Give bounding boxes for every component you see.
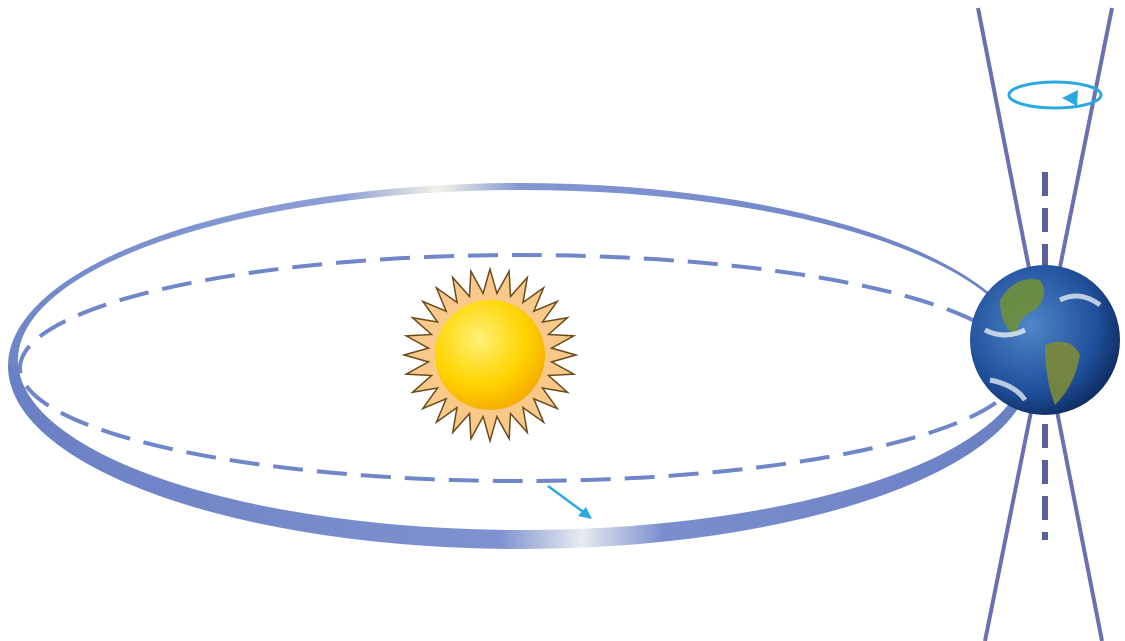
precession-arrow: [1062, 90, 1078, 106]
earth-land: [1045, 341, 1080, 405]
sun: [435, 300, 545, 410]
earth-clouds: [983, 293, 1102, 402]
orbit-arrow: [547, 484, 587, 516]
orbit-arrow-head: [578, 507, 592, 519]
precession-circle: [1007, 80, 1103, 110]
earth: [970, 265, 1120, 415]
earth-land: [1000, 279, 1044, 335]
